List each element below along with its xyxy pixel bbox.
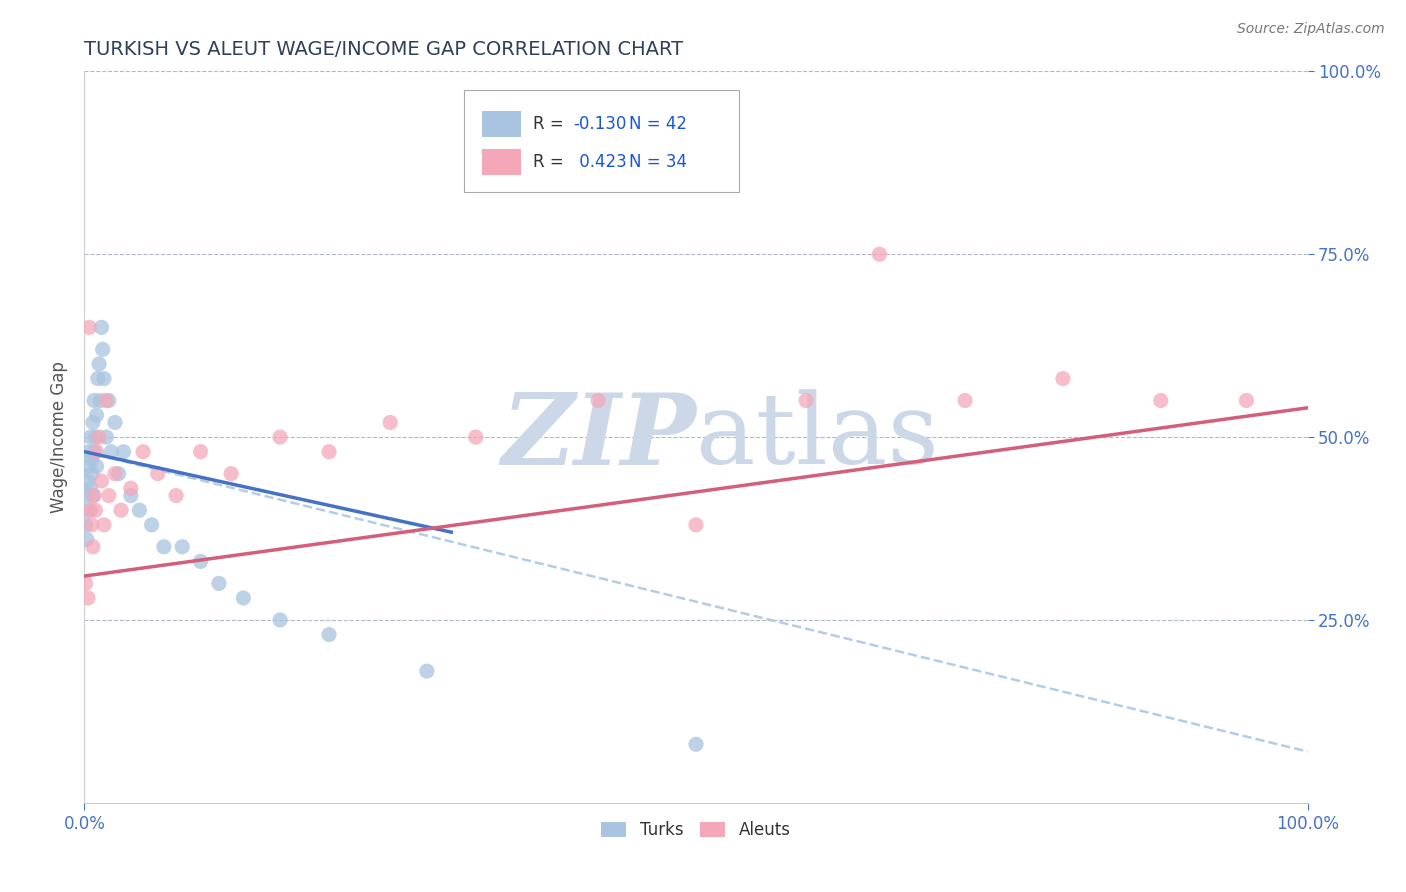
Point xyxy=(77,503,100,517)
Point xyxy=(794,393,817,408)
Point xyxy=(77,474,100,488)
Point xyxy=(96,393,118,408)
Text: 0.423: 0.423 xyxy=(574,153,627,171)
Point xyxy=(82,489,104,503)
Point xyxy=(77,444,100,458)
Point xyxy=(76,489,98,503)
Point xyxy=(77,591,100,605)
Point xyxy=(120,489,142,503)
Text: R =: R = xyxy=(533,115,569,133)
Point xyxy=(269,430,291,444)
Point xyxy=(86,444,108,458)
Text: N = 42: N = 42 xyxy=(628,115,686,133)
Point xyxy=(416,664,439,678)
Point xyxy=(80,467,103,481)
Point xyxy=(76,533,98,547)
Legend: Turks, Aleuts: Turks, Aleuts xyxy=(595,814,797,846)
Point xyxy=(83,444,105,458)
Point xyxy=(685,737,707,751)
Point xyxy=(96,430,118,444)
Point xyxy=(464,430,486,444)
Point xyxy=(90,320,112,334)
Point xyxy=(141,517,163,532)
Point xyxy=(83,489,105,503)
Point xyxy=(89,393,111,408)
Point xyxy=(132,444,155,458)
Point xyxy=(79,430,101,444)
Point xyxy=(318,627,340,641)
Point xyxy=(153,540,176,554)
Y-axis label: Wage/Income Gap: Wage/Income Gap xyxy=(49,361,67,513)
Point xyxy=(93,371,115,385)
Point xyxy=(87,357,110,371)
Point xyxy=(80,452,103,467)
Point xyxy=(146,467,169,481)
Point xyxy=(104,416,127,430)
Point xyxy=(1236,393,1258,408)
Point xyxy=(120,481,142,495)
Point xyxy=(97,489,120,503)
Text: atlas: atlas xyxy=(696,389,939,485)
Point xyxy=(93,517,115,532)
Point xyxy=(586,393,609,408)
Point xyxy=(75,576,97,591)
Point xyxy=(75,517,97,532)
Text: -0.130: -0.130 xyxy=(574,115,627,133)
FancyBboxPatch shape xyxy=(482,149,522,175)
Point xyxy=(91,343,114,357)
Point xyxy=(82,540,104,554)
Point xyxy=(80,517,103,532)
Point xyxy=(953,393,976,408)
FancyBboxPatch shape xyxy=(482,111,522,137)
Point xyxy=(97,393,120,408)
Point xyxy=(104,467,127,481)
Point xyxy=(1052,371,1074,385)
Point xyxy=(87,430,110,444)
Point xyxy=(165,489,187,503)
Point xyxy=(82,416,104,430)
Point xyxy=(232,591,254,605)
Point xyxy=(90,474,112,488)
Point xyxy=(190,444,212,458)
Point xyxy=(86,459,108,474)
Point xyxy=(190,554,212,568)
Point xyxy=(79,481,101,495)
Point xyxy=(318,444,340,458)
Text: N = 34: N = 34 xyxy=(628,153,686,171)
Point xyxy=(172,540,194,554)
Point xyxy=(110,503,132,517)
Point xyxy=(100,444,122,458)
Point xyxy=(1150,393,1173,408)
Point xyxy=(107,467,129,481)
Point xyxy=(77,459,100,474)
Text: R =: R = xyxy=(533,153,569,171)
Text: TURKISH VS ALEUT WAGE/INCOME GAP CORRELATION CHART: TURKISH VS ALEUT WAGE/INCOME GAP CORRELA… xyxy=(84,39,683,59)
FancyBboxPatch shape xyxy=(464,90,738,192)
Point xyxy=(112,444,135,458)
Text: ZIP: ZIP xyxy=(501,389,696,485)
Point xyxy=(685,517,707,532)
Point xyxy=(79,503,101,517)
Point xyxy=(86,408,108,422)
Point xyxy=(269,613,291,627)
Point xyxy=(380,416,402,430)
Point xyxy=(77,320,100,334)
Point xyxy=(869,247,891,261)
Point xyxy=(208,576,231,591)
Text: Source: ZipAtlas.com: Source: ZipAtlas.com xyxy=(1237,22,1385,37)
Point xyxy=(87,371,110,385)
Point xyxy=(219,467,242,481)
Point xyxy=(84,503,107,517)
Point xyxy=(128,503,150,517)
Point xyxy=(84,430,107,444)
Point xyxy=(83,393,105,408)
